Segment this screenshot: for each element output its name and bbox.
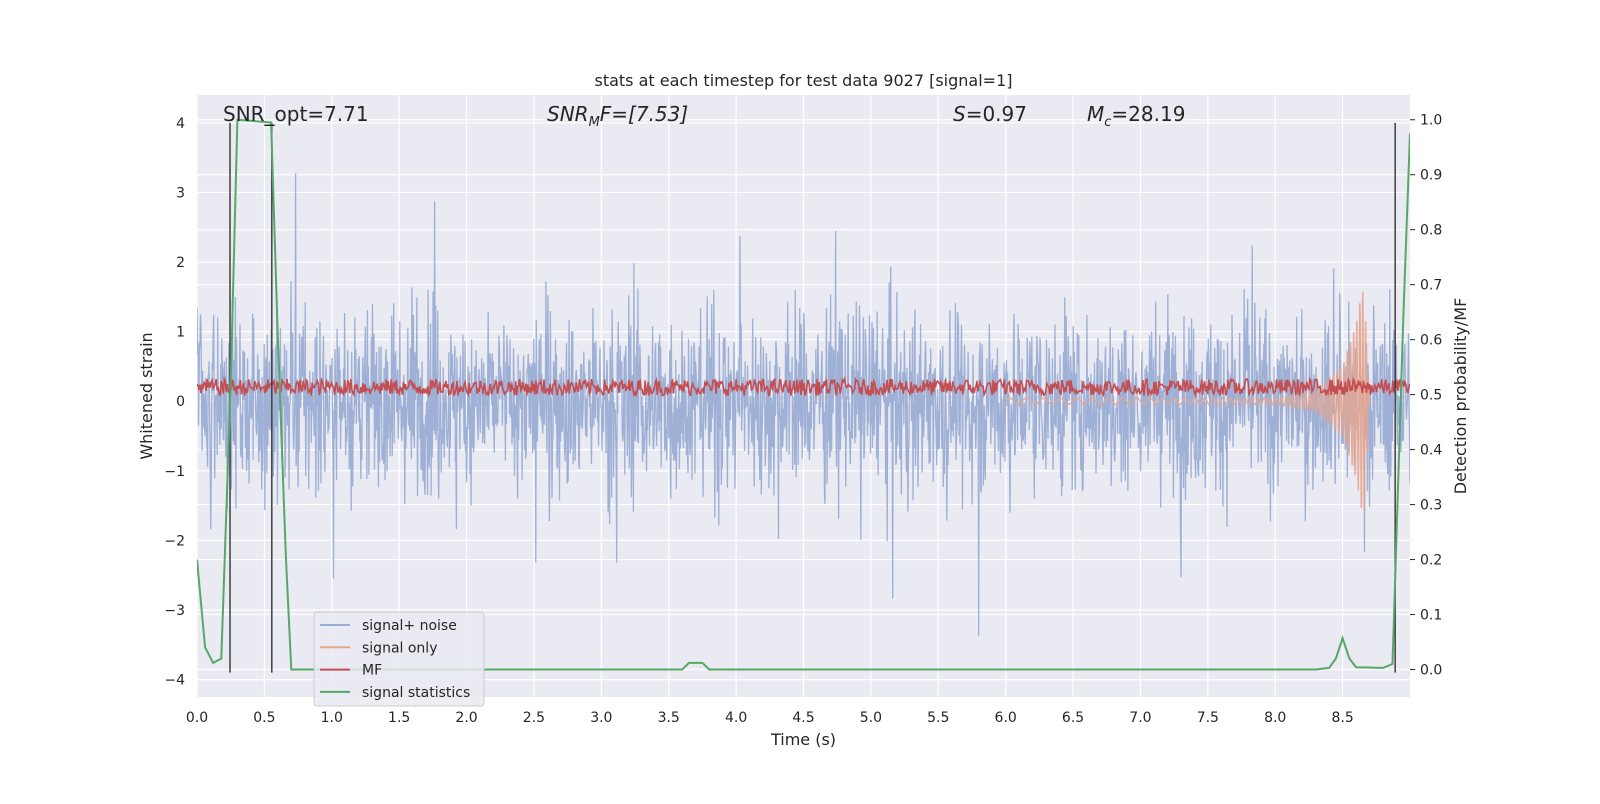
annotation-s: S=0.97 xyxy=(953,102,1027,126)
y2-tick-label: 0.0 xyxy=(1420,663,1442,679)
y-tick-label: 0 xyxy=(176,394,185,410)
x-tick-label: 2.0 xyxy=(455,710,477,726)
x-tick-label: 7.5 xyxy=(1197,710,1219,726)
annotation-snr-opt: SNR_opt=7.71 xyxy=(223,102,369,126)
y2-axis-label: Detection probability/MF xyxy=(1451,298,1470,495)
y2-tick-label: 0.9 xyxy=(1420,168,1442,184)
data-layer xyxy=(197,118,1410,673)
y-axis-label: Whitened strain xyxy=(137,332,156,459)
x-tick-label: 6.0 xyxy=(995,710,1017,726)
y-tick-label: 2 xyxy=(176,255,185,271)
y2-tick-label: 1.0 xyxy=(1420,113,1442,129)
x-tick-label: 6.5 xyxy=(1062,710,1084,726)
y2-tick-label: 0.5 xyxy=(1420,388,1442,404)
annotation-snr-mf: SNRMF=[7.53] xyxy=(547,102,688,130)
tick-labels: 0.0 0.5 1.0 1.5 2.0 2.5 3.0 3.5 4.0 4.5 5.0 5.5 6.0 6… xyxy=(164,113,1442,726)
x-tick-label: 3.5 xyxy=(658,710,680,726)
series-signal-statistics xyxy=(197,118,1410,671)
y-tick-label: 3 xyxy=(176,185,185,201)
x-tick-label: 4.0 xyxy=(725,710,747,726)
y2-tick-label: 0.6 xyxy=(1420,333,1442,349)
x-tick-label: 2.5 xyxy=(523,710,545,726)
y2-tick-label: 0.4 xyxy=(1420,443,1442,459)
x-tick-label: 8.0 xyxy=(1264,710,1286,726)
y-tick-label: 4 xyxy=(176,116,185,132)
y2-tick-label: 0.7 xyxy=(1420,278,1442,294)
x-tick-label: 0.0 xyxy=(186,710,208,726)
y2-tick-label: 0.1 xyxy=(1420,608,1442,624)
series-mf xyxy=(197,375,1410,399)
legend-label-signal-statistics: signal statistics xyxy=(362,685,470,701)
x-tick-label: 3.0 xyxy=(590,710,612,726)
y-tick-label: −1 xyxy=(164,464,185,480)
y2-tick-label: 0.8 xyxy=(1420,223,1442,239)
y2-tick-label: 0.3 xyxy=(1420,498,1442,514)
x-tick-label: 4.5 xyxy=(792,710,814,726)
series-signal-noise xyxy=(197,173,1410,636)
legend-label-mf: MF xyxy=(362,663,382,679)
legend-label-signal-only: signal only xyxy=(362,640,437,656)
legend-box xyxy=(313,611,485,707)
y-tick-label: 1 xyxy=(176,325,185,341)
x-tick-label: 1.5 xyxy=(388,710,410,726)
legend-label-signal-noise: signal+ noise xyxy=(362,618,457,634)
x-tick-label: 5.0 xyxy=(860,710,882,726)
x-axis-label: Time (s) xyxy=(770,730,836,749)
annotation-mc: Mc=28.19 xyxy=(1087,102,1185,130)
series-signal-only xyxy=(1005,291,1371,512)
x-tick-label: 1.0 xyxy=(321,710,343,726)
chart-title: stats at each timestep for test data 902… xyxy=(594,71,1012,90)
y2-tick-label: 0.2 xyxy=(1420,553,1442,569)
x-tick-label: 7.0 xyxy=(1129,710,1151,726)
y-tick-label: −3 xyxy=(164,603,185,619)
x-tick-label: 8.5 xyxy=(1331,710,1353,726)
x-tick-label: 5.5 xyxy=(927,710,949,726)
legend: signal+ noise signal only MF signal stat… xyxy=(313,611,485,707)
y-tick-label: −2 xyxy=(164,533,185,549)
x-tick-label: 0.5 xyxy=(253,710,275,726)
y-tick-label: −4 xyxy=(164,673,185,689)
